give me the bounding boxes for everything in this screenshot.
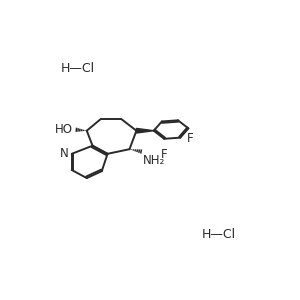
Polygon shape xyxy=(136,128,154,133)
Text: HO: HO xyxy=(56,123,74,136)
Text: F: F xyxy=(187,132,194,145)
Text: NH₂: NH₂ xyxy=(143,154,166,167)
Text: H—Cl: H—Cl xyxy=(61,62,94,75)
Text: N: N xyxy=(59,147,68,160)
Text: H—Cl: H—Cl xyxy=(201,228,236,241)
Text: F: F xyxy=(161,148,168,161)
